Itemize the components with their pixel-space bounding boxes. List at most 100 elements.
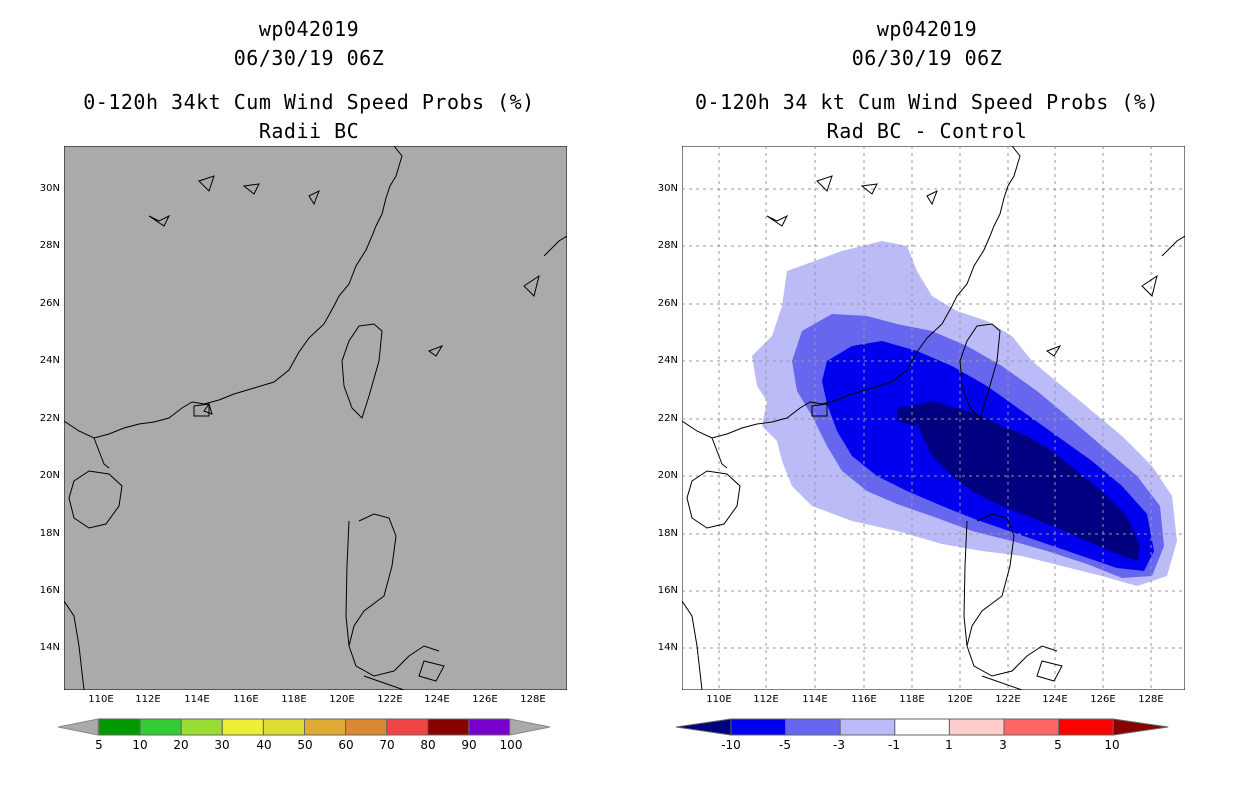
left-map-background <box>64 146 567 690</box>
right-colorbar <box>676 718 1169 736</box>
left-lon-label: 110E <box>88 694 114 705</box>
right-lon-label: 120E <box>947 694 973 705</box>
right-coastlines <box>682 146 1185 690</box>
left-colorbar-label: 40 <box>256 738 272 752</box>
left-lon-label: 128E <box>520 694 546 705</box>
left-lon-label: 120E <box>329 694 355 705</box>
right-title-subtitle: Rad BC - Control <box>826 119 1028 143</box>
left-lon-label: 114E <box>184 694 210 705</box>
right-lat-label: 20N <box>657 470 678 481</box>
right-colorbar-cell <box>948 718 1005 736</box>
right-panel: wp042019 06/30/19 06Z 0-120h 34 kt Cum W… <box>618 0 1236 800</box>
right-lon-label: 112E <box>753 694 779 705</box>
left-map-svg <box>64 146 567 690</box>
left-colorbar-cell <box>180 718 223 736</box>
left-colorbar-label: 50 <box>297 738 313 752</box>
right-colorbar-cells <box>676 718 1169 736</box>
left-colorbar-label: 70 <box>379 738 395 752</box>
left-lat-label: 28N <box>39 240 60 251</box>
right-colorbar-label: -5 <box>779 738 791 752</box>
left-panel: wp042019 06/30/19 06Z 0-120h 34kt Cum Wi… <box>39 17 567 752</box>
left-map <box>64 146 567 690</box>
right-map <box>682 146 1185 690</box>
right-colorbar-label: 1 <box>945 738 953 752</box>
right-lon-label: 110E <box>706 694 732 705</box>
shading-minus10 <box>912 401 1140 561</box>
left-lat-label: 24N <box>39 355 60 366</box>
right-colorbar-cell <box>894 718 950 736</box>
right-lat-label: 24N <box>657 355 678 366</box>
left-colorbar-label: 30 <box>214 738 230 752</box>
left-colorbar-label: 60 <box>338 738 354 752</box>
right-lat-label: 28N <box>657 240 678 251</box>
right-colorbar-label: -1 <box>888 738 900 752</box>
right-colorbar-high-arrow <box>1112 718 1169 736</box>
right-title-date: 06/30/19 06Z <box>851 46 1003 70</box>
right-lat-label: 14N <box>657 642 678 653</box>
left-lon-label: 112E <box>135 694 161 705</box>
right-lon-label: 114E <box>802 694 828 705</box>
right-lon-label: 128E <box>1138 694 1164 705</box>
left-lon-label: 126E <box>472 694 498 705</box>
right-colorbar-cell <box>785 718 841 736</box>
left-colorbar-cell <box>427 718 470 736</box>
right-colorbar-low-arrow <box>676 718 732 736</box>
left-colorbar-high-arrow <box>509 718 551 736</box>
left-colorbar-low-arrow <box>58 718 99 736</box>
left-colorbar-label: 5 <box>95 738 103 752</box>
left-colorbar-label: 100 <box>499 738 523 752</box>
right-colorbar-label: 5 <box>1054 738 1062 752</box>
right-colorbar-label: 10 <box>1104 738 1120 752</box>
left-colorbar-cell <box>345 718 388 736</box>
right-title-storm: wp042019 <box>876 17 978 41</box>
left-colorbar-cell <box>468 718 511 736</box>
right-lon-label: 126E <box>1090 694 1116 705</box>
left-title-date: 06/30/19 06Z <box>233 46 385 70</box>
right-lat-label: 22N <box>657 413 678 424</box>
left-lon-label: 118E <box>281 694 307 705</box>
right-title-product: 0-120h 34 kt Cum Wind Speed Probs (%) <box>694 90 1160 114</box>
left-title-product: 0-120h 34kt Cum Wind Speed Probs (%) <box>83 90 535 114</box>
right-lon-label: 122E <box>995 694 1021 705</box>
right-lat-label: 16N <box>657 585 678 596</box>
left-title-subtitle: Radii BC <box>258 119 360 143</box>
right-colorbar-cell <box>730 718 787 736</box>
left-colorbar-cell <box>262 718 305 736</box>
left-lat-label: 22N <box>39 413 60 424</box>
left-colorbar-label: 10 <box>132 738 148 752</box>
left-colorbar-cell <box>386 718 429 736</box>
left-lon-label: 116E <box>233 694 259 705</box>
left-colorbar-label: 80 <box>420 738 436 752</box>
left-lat-label: 16N <box>39 585 60 596</box>
left-colorbar-cell <box>98 718 141 736</box>
left-colorbar-cell <box>139 718 182 736</box>
right-lat-label: 26N <box>657 298 678 309</box>
right-lon-label: 118E <box>899 694 925 705</box>
right-lon-label: 124E <box>1042 694 1068 705</box>
left-colorbar-cell <box>221 718 264 736</box>
left-colorbar-label: 90 <box>461 738 477 752</box>
left-colorbar-cell <box>304 718 347 736</box>
right-lat-label: 30N <box>657 183 678 194</box>
right-lon-label: 116E <box>851 694 877 705</box>
right-colorbar-cell <box>1003 718 1060 736</box>
right-colorbar-label: 3 <box>999 738 1007 752</box>
left-lat-label: 26N <box>39 298 60 309</box>
right-colorbar-label: -3 <box>833 738 845 752</box>
right-colorbar-cell <box>1058 718 1114 736</box>
left-title-storm: wp042019 <box>258 17 360 41</box>
left-colorbar-label: 20 <box>173 738 189 752</box>
left-lon-label: 122E <box>377 694 403 705</box>
left-colorbar-cells <box>98 718 511 736</box>
left-lat-label: 20N <box>39 470 60 481</box>
left-coastlines <box>64 146 567 690</box>
left-colorbar <box>58 718 551 736</box>
right-lat-label: 18N <box>657 528 678 539</box>
left-lat-label: 14N <box>39 642 60 653</box>
right-colorbar-label: -10 <box>721 738 741 752</box>
left-lat-label: 30N <box>39 183 60 194</box>
left-lat-label: 18N <box>39 528 60 539</box>
right-map-svg <box>682 146 1185 690</box>
right-colorbar-cell <box>839 718 896 736</box>
left-lon-label: 124E <box>424 694 450 705</box>
